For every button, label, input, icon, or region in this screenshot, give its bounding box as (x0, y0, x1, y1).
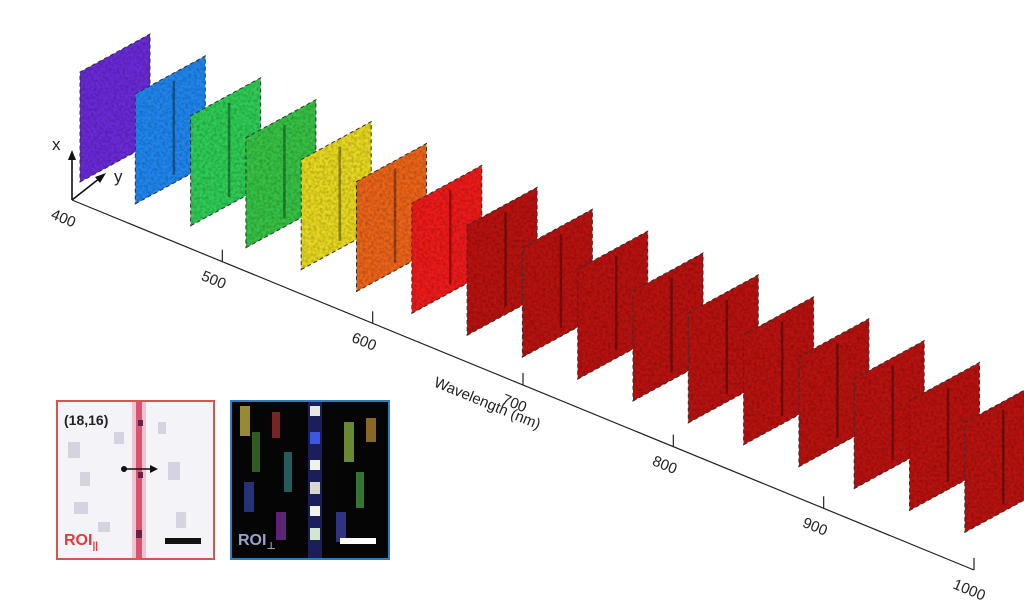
spectral-frame (521, 208, 593, 359)
frame-texture (80, 34, 150, 182)
frame-texture (356, 143, 427, 292)
spectral-frame (577, 230, 649, 380)
frame-texture (909, 362, 980, 511)
frame-texture (245, 99, 316, 248)
frame-texture (135, 55, 206, 204)
roi-parallel-subscript: || (92, 541, 99, 552)
spectral-frame (245, 98, 317, 249)
spectral-frame (743, 295, 815, 446)
frame-texture (467, 187, 538, 336)
spectral-frame (909, 361, 980, 512)
spectral-frame (853, 339, 925, 490)
spectral-frame (632, 252, 704, 402)
roi-coordinates: (18,16) (64, 412, 109, 428)
frame-texture (633, 253, 703, 401)
roi-perpendicular-label: ROI⊥ (238, 532, 276, 552)
roi-perpendicular-inset: ROI⊥ (230, 400, 390, 560)
roi-parallel-image (58, 402, 213, 558)
frame-texture (522, 209, 593, 358)
frame-texture (798, 318, 869, 467)
roi-perpendicular-label-text: ROI (238, 531, 267, 549)
y-direction-arrow (71, 177, 101, 201)
frame-texture (964, 390, 1024, 533)
roi-perpendicular-subscript: ⊥ (266, 541, 276, 552)
roi-parallel-label: ROI|| (64, 532, 98, 552)
spectral-frame (134, 55, 206, 205)
x-arrowhead (68, 150, 76, 160)
frame-texture (301, 121, 372, 270)
frame-texture (688, 274, 759, 423)
frame-texture (411, 165, 482, 314)
spectral-frame (411, 164, 483, 315)
spectral-frame (798, 317, 870, 468)
axis-tick-label: 600 (349, 329, 379, 354)
axis-tick-label: 900 (800, 514, 830, 539)
spectral-frames (79, 33, 1024, 534)
axis-tick-label: 500 (199, 268, 229, 293)
roi-perpendicular-scalebar (340, 538, 376, 544)
frame-texture (190, 77, 261, 226)
y-arrowhead (95, 173, 106, 183)
roi-perpendicular-image (232, 402, 388, 558)
spectral-frame (466, 186, 538, 337)
spectral-frame (300, 120, 372, 271)
spectral-frame (687, 274, 759, 424)
roi-parallel-inset: (18,16) ROI|| (56, 400, 215, 560)
axis-tick-label: 800 (650, 453, 680, 478)
y-axis-label: y (114, 167, 123, 186)
roi-parallel-scalebar (165, 538, 201, 544)
x-axis-label: x (52, 135, 61, 154)
frame-texture (743, 296, 814, 445)
spectral-frame (356, 142, 427, 293)
axis-tick-label: 400 (48, 206, 78, 231)
spectral-frame (79, 33, 151, 183)
axis-tick-label: 1000 (950, 576, 987, 603)
spectral-frame (190, 76, 262, 227)
spectral-frame (964, 389, 1024, 534)
roi-parallel-label-text: ROI (64, 531, 93, 549)
frame-texture (854, 340, 925, 489)
frame-texture (577, 231, 648, 380)
